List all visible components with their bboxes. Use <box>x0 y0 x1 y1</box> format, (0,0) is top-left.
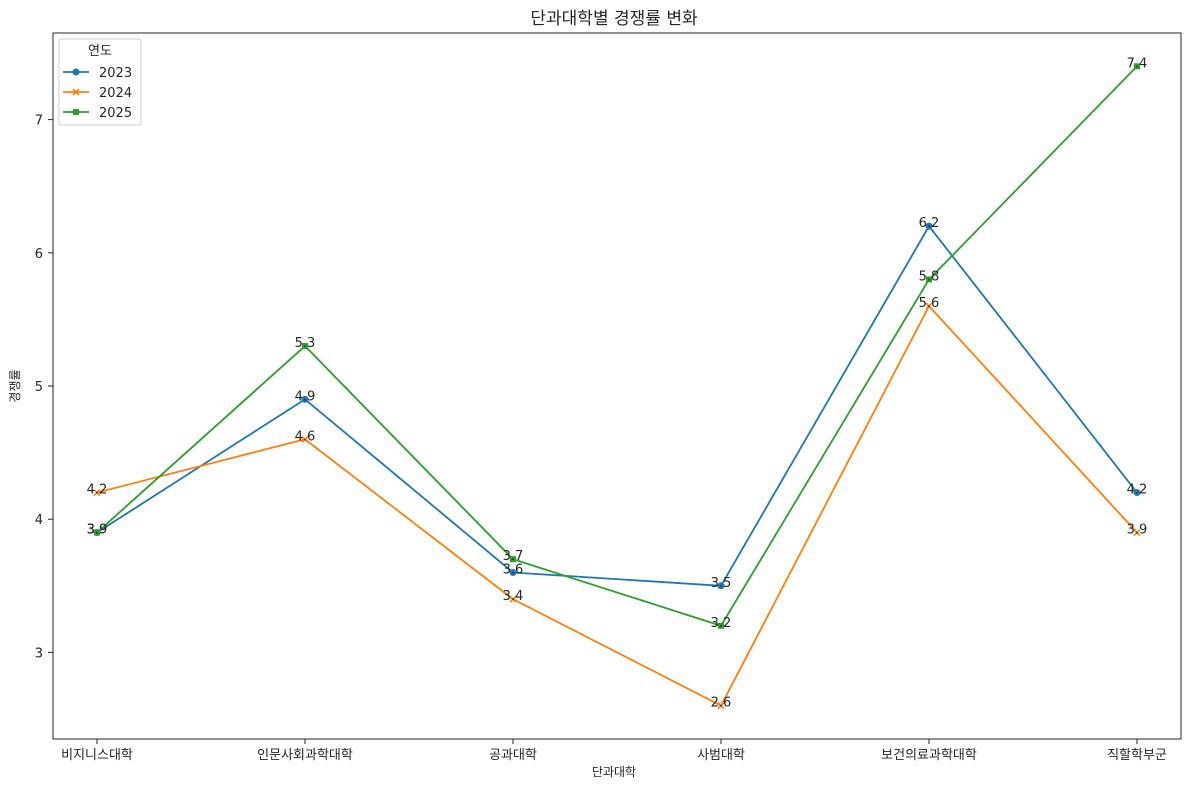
data-label-2025: 5.3 <box>295 336 316 351</box>
data-point-2024 <box>717 702 725 710</box>
y-axis-title: 경쟁률 <box>8 369 22 402</box>
legend: 연도 2023 2024 2025 <box>58 38 142 126</box>
data-label-2023: 4.9 <box>295 389 316 404</box>
chart-title: 단과대학별 경쟁률 변화 <box>530 9 698 29</box>
data-point-2025 <box>718 622 724 629</box>
y-tick-label: 3 <box>35 646 43 661</box>
data-point-2023 <box>717 582 725 590</box>
data-label-2023: 3.5 <box>711 576 732 591</box>
data-point-2023 <box>301 395 309 403</box>
y-tick-label: 5 <box>35 380 43 395</box>
legend-marker-2024 <box>72 88 80 96</box>
legend-label-2023: 2023 <box>99 66 132 81</box>
series-2023: 3.9 4.9 3.6 3.5 6.2 4.2 <box>87 216 1148 591</box>
y-tick-label: 7 <box>35 114 43 129</box>
y-tick-label: 4 <box>35 513 43 528</box>
series-line-2023 <box>96 224 1138 587</box>
data-label-2024: 3.4 <box>503 589 524 604</box>
data-point-2025 <box>510 556 516 563</box>
legend-label-2024: 2024 <box>99 86 132 101</box>
legend-title: 연도 <box>88 44 112 59</box>
data-label-2025: 7.4 <box>1127 56 1148 71</box>
data-label-2024: 2.6 <box>711 696 732 711</box>
data-label-2023: 4.2 <box>1127 483 1148 498</box>
series-line-2025 <box>96 65 1138 627</box>
data-point-2025 <box>302 343 308 350</box>
data-point-2024 <box>509 595 517 603</box>
series-line-2024 <box>96 304 1138 707</box>
data-label-2025: 3.2 <box>711 616 732 631</box>
y-tick-label: 6 <box>35 247 43 262</box>
data-point-2025 <box>94 529 100 536</box>
data-point-2023 <box>1133 489 1141 497</box>
x-tick-label: 보건의료과학대학 <box>881 748 977 763</box>
x-tick-label: 공과대학 <box>489 748 537 763</box>
x-tick-label: 직할학부군 <box>1107 748 1167 763</box>
x-tick-label: 인문사회과학대학 <box>257 748 353 763</box>
series-2024: 4.2 4.6 3.4 2.6 5.6 3.9 <box>87 296 1148 711</box>
plot-area: 3 4 5 6 7 비지니스대학 인문사회과학대학 공과대학 사범대학 보건의료과학대학 직할학부군… <box>35 32 1182 763</box>
data-label-2025: 5.8 <box>919 269 940 284</box>
data-point-2025 <box>926 276 932 283</box>
data-point-2024 <box>301 435 309 443</box>
data-label-2023: 3.6 <box>503 562 524 577</box>
legend-box <box>58 38 142 126</box>
data-point-2023 <box>925 222 933 230</box>
x-axis-title: 단과대학 <box>592 765 636 779</box>
data-point-2025 <box>1134 63 1140 70</box>
plot-frame <box>52 32 1182 740</box>
data-label-2025: 3.9 <box>87 523 108 538</box>
data-point-2023 <box>509 568 517 576</box>
legend-marker-2023 <box>72 68 80 76</box>
data-label-2025: 3.7 <box>503 549 524 564</box>
data-point-2024 <box>1133 528 1141 537</box>
data-label-2024: 4.2 <box>87 483 108 498</box>
data-point-2024 <box>93 489 101 497</box>
data-label-2023: 6.2 <box>919 216 940 231</box>
legend-marker-2025 <box>73 109 79 115</box>
data-label-2024: 3.9 <box>1127 523 1148 538</box>
data-label-2024: 5.6 <box>919 296 940 311</box>
data-label-2024: 4.6 <box>295 429 316 444</box>
x-tick-label: 사범대학 <box>697 748 745 763</box>
series-2025: 3.9 5.3 3.7 3.2 5.8 7.4 <box>87 56 1148 630</box>
data-point-2024 <box>925 302 933 310</box>
x-tick-label: 비지니스대학 <box>61 748 133 763</box>
legend-label-2025: 2025 <box>99 106 132 121</box>
